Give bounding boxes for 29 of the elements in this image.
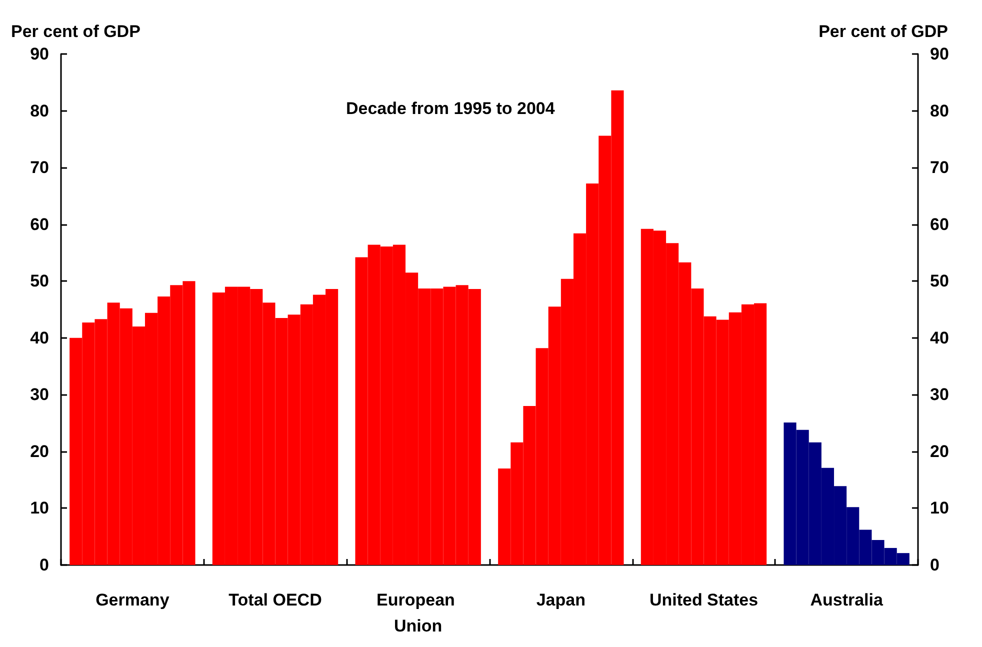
y-tick-label: 10 — [30, 498, 49, 518]
y2-tick-label: 90 — [930, 44, 949, 64]
y2-tick-label: 30 — [930, 385, 949, 404]
y-tick-label: 40 — [30, 328, 49, 348]
y-tick-label: 80 — [30, 101, 49, 120]
y2-tick-label: 10 — [930, 498, 949, 518]
y2-tick-label: 20 — [930, 442, 949, 461]
y-tick-label: 30 — [30, 385, 49, 404]
x-tick-label: European Union — [376, 590, 460, 636]
y2-axis-title: Per cent of GDP — [818, 22, 948, 41]
y2-tick-label: 40 — [930, 328, 949, 348]
x-tick-label: United States — [649, 590, 758, 610]
y2-tick-label: 60 — [930, 214, 949, 234]
y-tick-label: 20 — [30, 442, 49, 461]
y2-tick-label: 80 — [930, 101, 949, 120]
y-tick-label: 0 — [40, 556, 49, 574]
y-tick-label: 60 — [30, 214, 49, 234]
y-axis-title: Per cent of GDP — [11, 22, 140, 41]
y-tick-label: 50 — [30, 272, 49, 291]
x-tick-label: Japan — [536, 590, 586, 610]
x-tick-label: Australia — [810, 590, 884, 610]
annotation: Decade from 1995 to 2004 — [346, 99, 556, 118]
y2-tick-label: 70 — [930, 158, 949, 178]
y2-tick-label: 50 — [930, 272, 949, 291]
x-tick-label: Germany — [96, 590, 170, 610]
x-tick-label: Total OECD — [228, 590, 322, 610]
y-tick-label: 90 — [30, 44, 49, 64]
y2-tick-label: 0 — [930, 556, 940, 574]
y-tick-label: 70 — [30, 158, 49, 178]
